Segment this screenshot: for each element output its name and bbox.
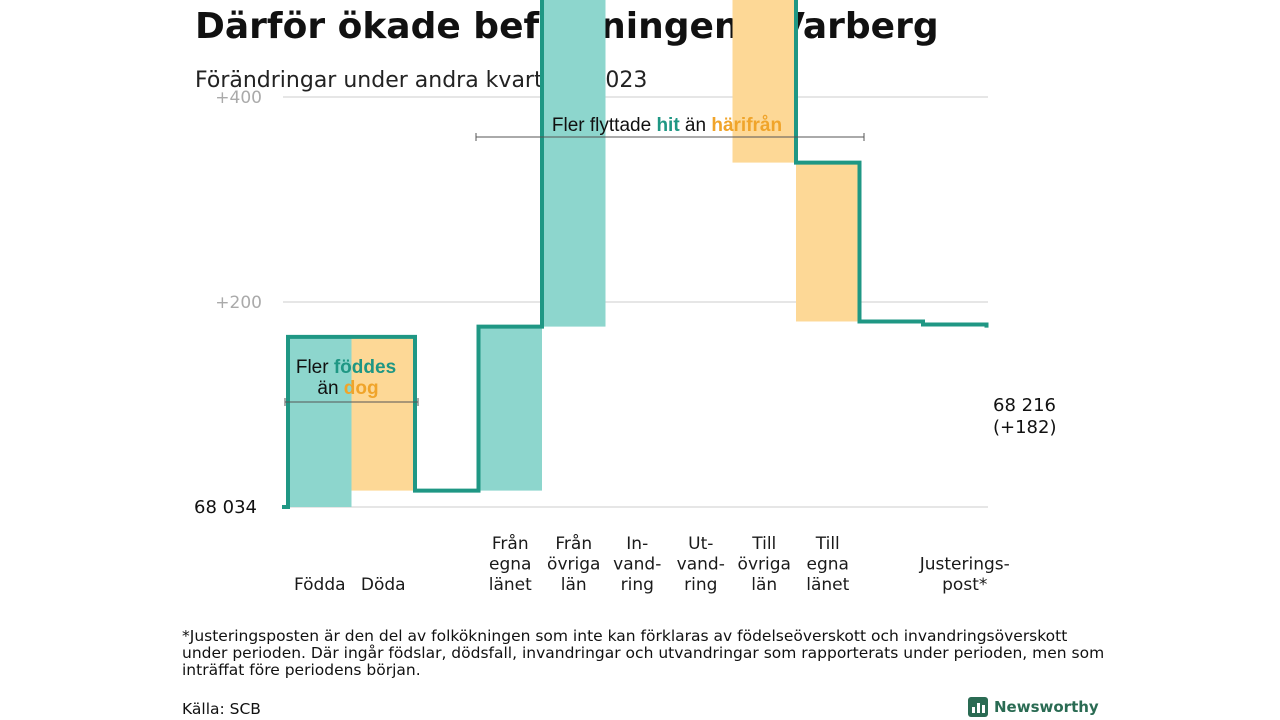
increase-bar	[542, 0, 606, 327]
start-value-label: 68 034	[194, 497, 257, 518]
footnote: *Justeringsposten är den del av folkökni…	[182, 627, 1105, 679]
category-label: övriga	[738, 555, 791, 575]
step-line	[282, 0, 989, 509]
category-label: övriga	[547, 555, 600, 575]
migration-annotation: Fler flyttade hit än härifrån	[552, 115, 782, 136]
newsworthy-icon	[968, 697, 988, 717]
decrease-bar	[796, 162, 860, 322]
category-label: Till	[815, 534, 840, 554]
decrease-bar	[351, 336, 415, 491]
y-tick-label: +400	[215, 88, 262, 108]
y-tick-label: +200	[215, 293, 262, 313]
end-value-label: 68 216	[993, 395, 1056, 416]
category-label: länet	[806, 575, 849, 595]
category-label: Till	[751, 534, 776, 554]
category-label: länet	[489, 575, 532, 595]
end-change-label: (+182)	[993, 417, 1056, 438]
category-label: Från	[492, 533, 529, 554]
category-label: Döda	[361, 575, 406, 595]
category-label: Justerings-	[919, 555, 1010, 575]
source-text: Källa: SCB	[182, 700, 261, 718]
category-label: län	[751, 575, 777, 595]
increase-bar	[288, 336, 352, 507]
category-label: egna	[489, 555, 531, 575]
increase-bar	[478, 326, 542, 491]
category-label: post*	[942, 575, 987, 595]
category-label: ring	[621, 575, 654, 595]
category-label: Ut-	[688, 534, 713, 554]
deaths-annotation: än dog	[317, 378, 378, 399]
category-label: län	[561, 575, 587, 595]
brand-name: Newsworthy	[994, 698, 1099, 716]
category-label: vand-	[613, 555, 661, 575]
category-label: ring	[684, 575, 717, 595]
brand-logo: Newsworthy	[968, 697, 1099, 717]
category-label: vand-	[677, 555, 725, 575]
category-label: egna	[807, 555, 849, 575]
births-annotation: Fler föddes	[296, 357, 396, 378]
category-label: Födda	[294, 575, 346, 595]
category-label: Från	[555, 533, 592, 554]
category-label: In-	[626, 534, 648, 554]
waterfall-chart: +200+400+600FöddaDödaFrånegnalänetFrånöv…	[194, 0, 1056, 595]
decrease-bar	[732, 0, 796, 163]
